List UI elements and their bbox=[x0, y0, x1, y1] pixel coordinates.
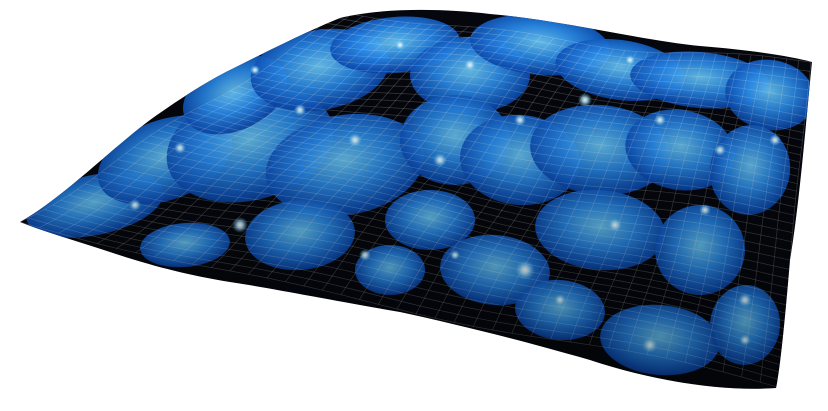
terrain-surface bbox=[20, 9, 812, 389]
terrain-render bbox=[20, 9, 812, 389]
surface-shade bbox=[20, 9, 812, 389]
